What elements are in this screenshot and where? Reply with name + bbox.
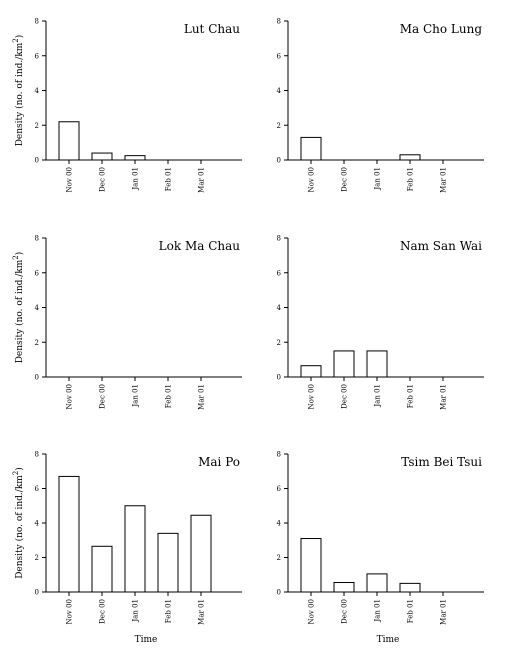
x-tick-label: Dec 00	[341, 167, 349, 192]
y-tick-label: 4	[35, 87, 40, 95]
bar	[333, 582, 355, 593]
x-tick-label: Nov 00	[66, 167, 74, 192]
x-tick-label: Jan 01	[374, 384, 382, 408]
x-tick-label: Jan 01	[132, 167, 140, 191]
x-tick-label: Mar 01	[198, 167, 206, 193]
x-tick-label: Feb 01	[165, 167, 173, 191]
y-tick-label: 0	[277, 589, 281, 597]
x-tick-label: Jan 01	[132, 384, 140, 408]
x-tick-label: Dec 00	[99, 384, 107, 409]
x-tick-label: Feb 01	[165, 599, 173, 623]
chart-title: Lut Chau	[184, 22, 240, 36]
y-tick-label: 0	[35, 157, 39, 165]
bar	[399, 582, 421, 593]
x-tick-label: Mar 01	[198, 384, 206, 410]
chart-title: Nam San Wai	[400, 239, 482, 253]
y-tick-label: 8	[277, 235, 281, 243]
bar	[300, 365, 322, 378]
y-tick-label: 8	[35, 451, 39, 459]
bar	[300, 538, 322, 593]
x-axis-label: Time	[377, 635, 400, 645]
x-tick-label: Mar 01	[440, 167, 448, 193]
x-tick-label: Jan 01	[132, 599, 140, 623]
chart-panel-2: 0 2 4 6 8 Nov 00 Dec 00 Jan 01 Feb 01 Mar 01 Ma Ch…	[277, 18, 484, 193]
x-tick-label: Nov 00	[308, 167, 316, 192]
y-axis-label: Density (no. of ind./km2)	[12, 35, 25, 147]
chart-panel-5: 0 2 4 6 8 Nov 00 Dec 00 Jan 01 Feb 01 Mar 01 Mai P…	[12, 451, 242, 645]
y-tick-label: 6	[35, 52, 40, 60]
x-tick-label: Nov 00	[308, 599, 316, 624]
x-tick-label: Nov 00	[66, 599, 74, 624]
x-tick-label: Mar 01	[198, 599, 206, 625]
y-tick-label: 4	[35, 520, 40, 528]
x-tick-label: Jan 01	[374, 167, 382, 191]
bar	[366, 573, 388, 593]
bar	[58, 475, 80, 593]
y-tick-label: 6	[35, 269, 40, 277]
x-tick-label: Dec 00	[99, 167, 107, 192]
chart-panel-6: 0 2 4 6 8 Nov 00 Dec 00 Jan 01 Feb 01 Mar 01 Tsim …	[277, 451, 484, 645]
bar	[58, 121, 80, 161]
y-tick-label: 8	[277, 451, 281, 459]
chart-panel-4: 0 2 4 6 8 Nov 00 Dec 00 Jan 01 Feb 01 Mar 01 Nam S…	[277, 235, 484, 410]
x-tick-label: Nov 00	[66, 384, 74, 409]
y-tick-label: 0	[277, 157, 281, 165]
y-tick-label: 4	[35, 304, 40, 312]
bar	[300, 136, 322, 161]
y-tick-label: 6	[277, 52, 282, 60]
bar	[91, 152, 113, 161]
y-tick-label: 6	[277, 485, 282, 493]
y-tick-label: 8	[277, 18, 281, 26]
x-tick-label: Feb 01	[407, 384, 415, 408]
y-tick-label: 2	[35, 339, 39, 347]
y-axis-label: Density (no. of ind./km2)	[12, 467, 25, 579]
bar	[124, 505, 146, 593]
bar	[399, 154, 421, 161]
chart-panel-3: 0 2 4 6 8 Nov 00 Dec 00 Jan 01 Feb 01 Mar 01 Lok M…	[12, 235, 242, 410]
y-tick-label: 6	[35, 485, 40, 493]
x-tick-label: Dec 00	[341, 599, 349, 624]
y-tick-label: 0	[35, 374, 39, 382]
y-tick-label: 8	[35, 18, 39, 26]
chart-title: Tsim Bei Tsui	[401, 455, 482, 469]
y-tick-label: 0	[35, 589, 39, 597]
y-tick-label: 0	[277, 374, 281, 382]
y-tick-label: 2	[277, 339, 281, 347]
chart-title: Ma Cho Lung	[400, 22, 483, 36]
x-tick-label: Feb 01	[407, 599, 415, 623]
chart-panel-1: 0 2 4 6 8 Nov 00 Dec 00 Jan 01 Feb 01 Mar 01 Lut C…	[12, 18, 242, 193]
x-tick-label: Dec 00	[341, 384, 349, 409]
y-tick-label: 4	[277, 520, 282, 528]
chart-title: Mai Po	[198, 455, 240, 469]
bar	[333, 350, 355, 378]
x-tick-label: Mar 01	[440, 599, 448, 625]
x-tick-label: Dec 00	[99, 599, 107, 624]
x-tick-label: Feb 01	[407, 167, 415, 191]
x-tick-label: Jan 01	[374, 599, 382, 623]
x-tick-label: Mar 01	[440, 384, 448, 410]
y-axis-label: Density (no. of ind./km2)	[12, 252, 25, 364]
bar	[91, 545, 113, 593]
y-tick-label: 2	[277, 554, 281, 562]
y-tick-label: 2	[277, 122, 281, 130]
y-tick-label: 6	[277, 269, 282, 277]
x-tick-label: Nov 00	[308, 384, 316, 409]
y-tick-label: 4	[277, 87, 282, 95]
x-axis-label: Time	[135, 635, 158, 645]
y-tick-label: 2	[35, 122, 39, 130]
bar	[124, 155, 146, 161]
y-tick-label: 2	[35, 554, 39, 562]
y-tick-label: 4	[277, 304, 282, 312]
x-tick-label: Feb 01	[165, 384, 173, 408]
bar	[366, 350, 388, 378]
bar	[157, 532, 179, 593]
y-tick-label: 8	[35, 235, 39, 243]
chart-title: Lok Ma Chau	[159, 239, 241, 253]
bar	[190, 514, 212, 593]
